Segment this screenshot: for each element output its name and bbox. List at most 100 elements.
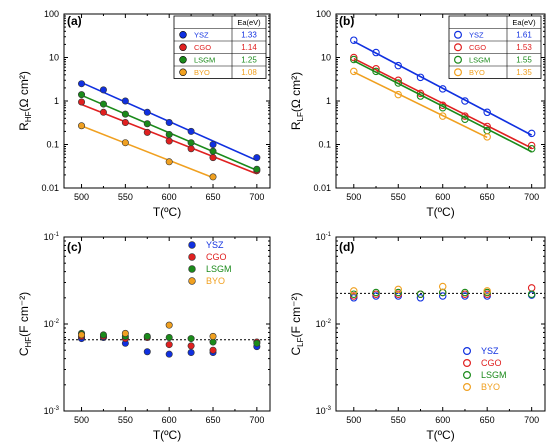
fit-line-byo (81, 125, 214, 179)
panel-label: (a) (67, 14, 82, 28)
legend-marker (179, 56, 187, 64)
legend-table: Ea(eV) YSZ 1.61 CGO 1.53 LSGM 1.55 BYO 1.35 (448, 15, 542, 79)
data-point (527, 141, 536, 150)
data-point (350, 290, 358, 298)
x-tick-label: 500 (74, 192, 89, 202)
legend-marker (463, 383, 472, 392)
data-point (350, 36, 358, 44)
fit-line-byo (353, 71, 488, 139)
legend-frame (448, 15, 542, 79)
y-tick-label: 1 (326, 96, 331, 106)
data-point (350, 53, 358, 62)
y-tick-label: 10 (321, 53, 331, 63)
y-tick-label: 0.1 (318, 140, 331, 150)
panel-a: 500 550 600 650 700 0.01 0.1 1 10 100 T(ºC) RHF(Ω c… (17, 9, 271, 219)
x-axis-label: T(ºC) (153, 205, 181, 219)
fit-line-lsgm (353, 60, 533, 153)
legend-label: YSZ (469, 31, 484, 40)
data-point (165, 350, 173, 358)
data-point (187, 145, 195, 153)
data-point (527, 284, 536, 292)
y-tick-label: 10-2 (44, 319, 60, 329)
x-tick-label: 550 (391, 415, 406, 425)
x-axis-label: T(ºC) (426, 205, 454, 219)
data-point (165, 119, 173, 127)
data-point (143, 108, 151, 116)
data-point (165, 333, 173, 341)
legend-ea-value: 1.14 (241, 43, 257, 52)
legend-label: BYO (206, 276, 225, 286)
legend-marker (179, 31, 187, 39)
data-point (209, 332, 217, 340)
series-byo (350, 282, 491, 295)
data-point (253, 165, 261, 173)
panel-d: 500 550 600 650 700 10-3 10-2 10-1 T(ºC) CLF(F cm… (289, 232, 546, 442)
data-point (394, 61, 403, 70)
y-axis-label: RLF(Ω cm²) (289, 72, 305, 130)
series-byo (78, 321, 217, 340)
y-tick-label: 10 (49, 53, 59, 63)
legend-label: YSZ (206, 240, 224, 250)
x-tick-label: 650 (206, 415, 221, 425)
data-point (143, 332, 151, 340)
data-point (527, 144, 536, 153)
y-tick-label: 0.01 (41, 183, 59, 193)
data-point (121, 110, 129, 118)
legend-marker (463, 359, 472, 368)
data-point (99, 100, 107, 108)
series-cgo (350, 284, 536, 300)
data-point (350, 67, 358, 76)
data-point (394, 288, 403, 297)
legend-marker (454, 55, 463, 64)
data-point (99, 108, 107, 116)
legend-list: YSZ CGO LSGM BYO (188, 240, 232, 286)
legend-label: BYO (469, 68, 485, 77)
x-tick-label: 700 (524, 192, 539, 202)
data-point (372, 67, 380, 76)
data-point (372, 288, 380, 297)
data-point (438, 112, 447, 120)
x-tick-label: 700 (249, 192, 264, 202)
x-tick-label: 650 (480, 192, 495, 202)
data-point (143, 348, 151, 356)
data-point (143, 128, 151, 136)
data-point (187, 349, 195, 357)
y-tick-label: 100 (316, 9, 331, 19)
y-axis-label: RHF(Ω cm²) (17, 71, 33, 131)
plot-frame (335, 236, 546, 412)
data-point (483, 108, 491, 117)
data-point (416, 92, 425, 100)
legend-ea-value: 1.25 (241, 56, 257, 65)
series-byo (350, 67, 491, 141)
legend-marker (188, 265, 196, 273)
legend-label: YSZ (194, 31, 209, 40)
x-tick-label: 650 (480, 415, 495, 425)
data-point (143, 120, 151, 128)
y-tick-label: 10-1 (316, 232, 332, 242)
data-point (121, 329, 129, 337)
data-point (394, 90, 403, 99)
data-point (483, 287, 491, 295)
x-tick-label: 500 (346, 415, 361, 425)
legend-label: LSGM (481, 370, 507, 380)
series-lsgm (350, 55, 536, 153)
x-tick-label: 700 (249, 415, 264, 425)
data-point (78, 98, 86, 106)
x-tick-label: 600 (435, 192, 450, 202)
y-tick-label: 100 (44, 9, 59, 19)
y-tick-label: 10-2 (316, 319, 332, 329)
legend-ea-value: 1.53 (516, 43, 532, 52)
x-tick-label: 600 (162, 415, 177, 425)
data-point (527, 129, 536, 138)
data-point (187, 342, 195, 350)
data-point (78, 122, 86, 130)
x-tick-label: 650 (206, 192, 221, 202)
data-point (461, 97, 469, 105)
data-point (483, 133, 491, 141)
data-point (438, 292, 447, 300)
legend-marker (454, 30, 463, 39)
y-tick-label: 10-1 (44, 232, 60, 242)
data-point (209, 173, 217, 181)
data-point (165, 130, 173, 138)
data-point (121, 119, 129, 127)
